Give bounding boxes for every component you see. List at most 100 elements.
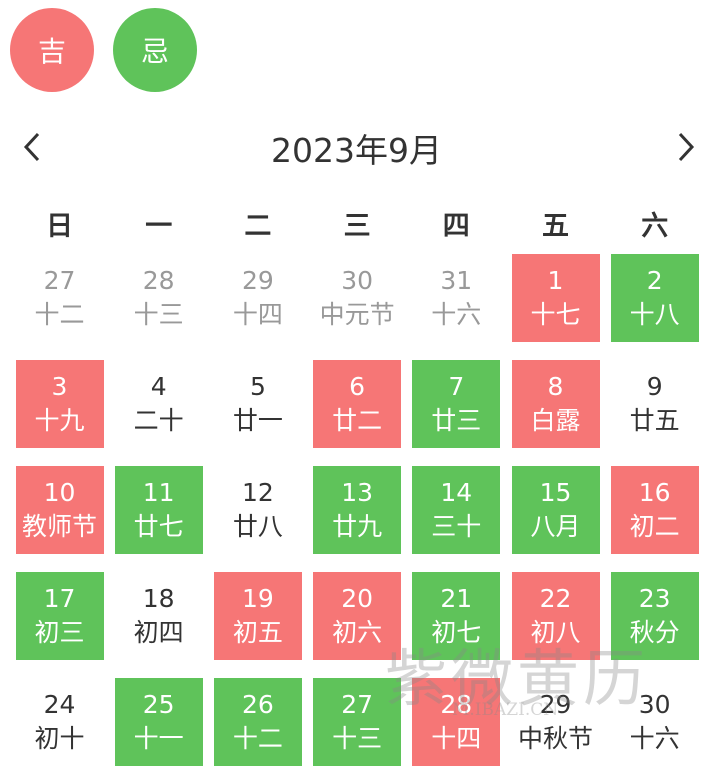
- lunar-label: 初四: [133, 618, 184, 647]
- legend-badge[interactable]: 吉: [10, 8, 94, 92]
- day-number: 22: [539, 584, 572, 613]
- day-number: 16: [638, 478, 671, 507]
- lunar-label: 十六: [629, 724, 680, 753]
- lunar-label: 初七: [431, 618, 482, 647]
- day-cell[interactable]: 20 初六: [313, 572, 402, 660]
- prev-month[interactable]: [18, 130, 46, 164]
- lunar-label: 廿五: [629, 406, 680, 435]
- lunar-label: 教师节: [21, 512, 97, 541]
- day-cell[interactable]: 29 中秋节: [512, 678, 600, 766]
- next-month[interactable]: [672, 130, 700, 164]
- day-cell[interactable]: 12 廿八: [214, 466, 302, 554]
- weekday: 一: [145, 211, 173, 242]
- day-cell[interactable]: 13 廿九: [313, 466, 402, 554]
- day-number: 2: [646, 266, 663, 295]
- day-cell[interactable]: 8 白露: [511, 360, 600, 448]
- day-cell[interactable]: 25 十一: [114, 678, 203, 766]
- lunar-label: 十八: [629, 300, 680, 329]
- day-cell[interactable]: 27 十二: [16, 254, 104, 342]
- lunar-label: 二十: [133, 406, 184, 435]
- day-number: 6: [349, 372, 366, 401]
- day-cell[interactable]: 4 二十: [115, 360, 203, 448]
- day-cell[interactable]: 22 初八: [511, 572, 600, 660]
- day-cell[interactable]: 16 初二: [610, 466, 699, 554]
- weekday: 四: [442, 211, 470, 242]
- day-cell[interactable]: 2 十八: [610, 254, 699, 342]
- lunar-label: 初六: [332, 618, 383, 647]
- day-number: 4: [150, 372, 167, 401]
- lunar-label: 初五: [232, 618, 283, 647]
- day-number: 18: [142, 584, 175, 613]
- day-cell[interactable]: 28 十三: [115, 254, 203, 342]
- lunar-label: 廿八: [232, 512, 283, 541]
- legend-badge[interactable]: 忌: [113, 8, 197, 92]
- day-number: 15: [539, 478, 572, 507]
- day-cell[interactable]: 3 十九: [15, 360, 104, 448]
- lunar-label: 三十: [431, 512, 482, 541]
- day-number: 11: [142, 478, 175, 507]
- lunar-label: 十七: [530, 300, 581, 329]
- day-cell[interactable]: 18 初四: [115, 572, 203, 660]
- day-number: 24: [43, 690, 76, 719]
- day-number: 10: [43, 478, 76, 507]
- day-number: 26: [241, 690, 274, 719]
- day-cell[interactable]: 11 廿七: [114, 466, 203, 554]
- lunar-label: 十九: [34, 406, 85, 435]
- day-number: 29: [539, 690, 572, 719]
- day-number: 7: [448, 372, 465, 401]
- day-number: 5: [249, 372, 266, 401]
- day-cell[interactable]: 27 十三: [313, 678, 402, 766]
- lunar-label: 十六: [431, 300, 482, 329]
- lunar-label: 廿一: [232, 406, 283, 435]
- day-number: 25: [142, 690, 175, 719]
- lunar-label: 廿三: [431, 406, 482, 435]
- day-number: 20: [341, 584, 373, 613]
- day-number: 19: [241, 584, 274, 613]
- day-cell[interactable]: 10 教师节: [15, 466, 104, 554]
- day-cell[interactable]: 9 廿五: [611, 360, 699, 448]
- weekday: 五: [542, 211, 569, 242]
- day-number: 12: [241, 478, 274, 507]
- day-cell[interactable]: 28 十四: [412, 678, 501, 766]
- day-number: 1: [547, 266, 564, 295]
- month-title: 2023年9月: [271, 131, 442, 170]
- day-cell[interactable]: 26 十二: [213, 678, 302, 766]
- day-cell[interactable]: 17 初三: [15, 572, 104, 660]
- day-number: 23: [638, 584, 671, 613]
- lunar-label: 十二: [34, 300, 85, 329]
- day-cell[interactable]: 15 八月: [511, 466, 600, 554]
- day-number: 30: [341, 266, 373, 295]
- lunar-label: 秋分: [629, 618, 680, 647]
- lunar-label: 十三: [133, 300, 184, 329]
- day-cell[interactable]: 14 三十: [412, 466, 501, 554]
- day-number: 30: [638, 690, 671, 719]
- lunar-label: 十二: [232, 724, 283, 753]
- lunar-label: 廿九: [332, 512, 383, 541]
- day-cell[interactable]: 19 初五: [213, 572, 302, 660]
- lunar-label: 初八: [530, 618, 581, 647]
- day-number: 28: [440, 690, 473, 719]
- day-cell[interactable]: 21 初七: [412, 572, 501, 660]
- day-number: 31: [440, 266, 473, 295]
- lunar-label: 廿二: [332, 406, 383, 435]
- weekday: 日: [46, 211, 73, 242]
- day-number: 3: [51, 372, 68, 401]
- lunar-label: 八月: [530, 512, 581, 541]
- day-cell[interactable]: 1 十七: [511, 254, 600, 342]
- day-cell[interactable]: 23 秋分: [610, 572, 699, 660]
- day-number: 14: [440, 478, 473, 507]
- day-cell[interactable]: 24 初十: [16, 678, 104, 766]
- day-cell[interactable]: 30 中元节: [313, 254, 401, 342]
- day-cell[interactable]: 6 廿二: [313, 360, 402, 448]
- day-cell[interactable]: 30 十六: [611, 678, 699, 766]
- day-cell[interactable]: 5 廿一: [214, 360, 302, 448]
- lunar-label: 初二: [629, 512, 680, 541]
- day-cell[interactable]: 31 十六: [412, 254, 500, 342]
- lunar-label: 白露: [530, 406, 581, 435]
- lunar-label: 十三: [332, 724, 383, 753]
- day-cell[interactable]: 29 十四: [214, 254, 302, 342]
- weekday: 六: [641, 211, 669, 242]
- lunar-label: 初十: [34, 724, 85, 753]
- day-cell[interactable]: 7 廿三: [412, 360, 501, 448]
